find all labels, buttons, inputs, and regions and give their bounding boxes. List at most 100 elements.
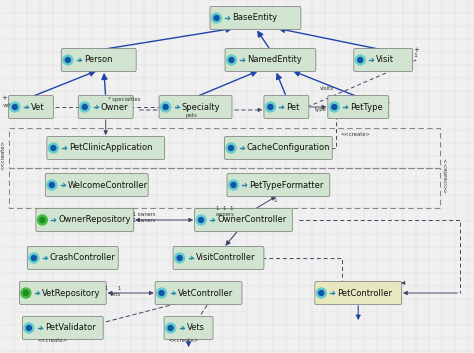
Text: +: + xyxy=(413,47,419,53)
Circle shape xyxy=(211,13,221,23)
Circle shape xyxy=(21,288,31,298)
Circle shape xyxy=(228,180,238,190)
Circle shape xyxy=(156,288,167,298)
Text: 1: 1 xyxy=(413,53,417,58)
FancyBboxPatch shape xyxy=(9,96,54,119)
Circle shape xyxy=(65,58,70,62)
FancyBboxPatch shape xyxy=(22,317,103,340)
FancyBboxPatch shape xyxy=(47,137,164,160)
Circle shape xyxy=(174,253,184,263)
Text: visits: visits xyxy=(320,85,335,90)
FancyBboxPatch shape xyxy=(46,174,148,197)
Circle shape xyxy=(316,288,326,298)
Text: CrashController: CrashController xyxy=(50,253,116,263)
Circle shape xyxy=(214,16,219,20)
Text: <<create>: <<create> xyxy=(0,140,5,170)
Circle shape xyxy=(165,323,175,333)
Text: NamedEntity: NamedEntity xyxy=(247,55,302,65)
Text: Visit: Visit xyxy=(376,55,394,65)
Text: Pet: Pet xyxy=(286,102,300,112)
Circle shape xyxy=(10,102,20,112)
Circle shape xyxy=(63,55,73,65)
Text: CacheConfiguration: CacheConfiguration xyxy=(247,144,330,152)
Circle shape xyxy=(226,143,236,153)
FancyBboxPatch shape xyxy=(227,174,330,197)
Text: Specialty: Specialty xyxy=(182,102,220,112)
Text: Person: Person xyxy=(84,55,112,65)
Circle shape xyxy=(48,143,58,153)
Circle shape xyxy=(47,180,57,190)
Circle shape xyxy=(37,215,47,225)
Text: type: type xyxy=(315,108,327,113)
Text: owners: owners xyxy=(216,213,235,217)
Text: VetRepository: VetRepository xyxy=(42,288,100,298)
FancyBboxPatch shape xyxy=(328,96,389,119)
FancyBboxPatch shape xyxy=(210,6,301,30)
FancyBboxPatch shape xyxy=(27,246,118,269)
Text: VetController: VetController xyxy=(178,288,233,298)
Text: Vet: Vet xyxy=(31,102,45,112)
Text: 1 owners: 1 owners xyxy=(133,211,155,216)
Circle shape xyxy=(319,291,324,295)
Text: +: + xyxy=(1,95,7,101)
FancyBboxPatch shape xyxy=(264,96,309,119)
Text: 1: 1 xyxy=(118,286,121,291)
FancyBboxPatch shape xyxy=(225,137,332,160)
FancyBboxPatch shape xyxy=(173,246,264,269)
Text: PetClinicApplication: PetClinicApplication xyxy=(69,144,153,152)
Text: OwnerController: OwnerController xyxy=(217,215,286,225)
Text: <<create>: <<create> xyxy=(169,337,199,342)
FancyBboxPatch shape xyxy=(155,281,242,305)
Text: VisitController: VisitController xyxy=(196,253,255,263)
Circle shape xyxy=(31,256,36,261)
Text: <<create>>: <<create>> xyxy=(443,157,448,193)
Circle shape xyxy=(159,291,164,295)
FancyBboxPatch shape xyxy=(164,317,213,340)
Circle shape xyxy=(51,145,56,150)
Circle shape xyxy=(161,102,171,112)
Circle shape xyxy=(265,102,275,112)
Text: PetValidator: PetValidator xyxy=(45,323,96,333)
Text: PetType: PetType xyxy=(350,102,383,112)
FancyBboxPatch shape xyxy=(225,48,316,72)
Circle shape xyxy=(229,58,234,62)
Text: Vets: Vets xyxy=(187,323,205,333)
Text: PetController: PetController xyxy=(337,288,392,298)
Circle shape xyxy=(332,104,337,109)
Text: *: * xyxy=(186,108,189,114)
Circle shape xyxy=(355,55,365,65)
Circle shape xyxy=(49,183,55,187)
Text: OwnerRepository: OwnerRepository xyxy=(58,215,131,225)
Circle shape xyxy=(268,104,273,109)
Circle shape xyxy=(228,145,234,150)
FancyBboxPatch shape xyxy=(78,96,133,119)
Circle shape xyxy=(199,217,203,222)
Circle shape xyxy=(29,253,39,263)
Text: 1  1  1: 1 1 1 xyxy=(216,205,233,210)
FancyBboxPatch shape xyxy=(61,48,136,72)
Circle shape xyxy=(329,102,339,112)
Text: vets: vets xyxy=(110,293,121,298)
FancyBboxPatch shape xyxy=(194,209,292,232)
Circle shape xyxy=(80,102,90,112)
Text: 1: 1 xyxy=(273,197,277,203)
FancyBboxPatch shape xyxy=(36,209,134,232)
Circle shape xyxy=(227,55,237,65)
Text: vets: vets xyxy=(3,103,15,108)
Circle shape xyxy=(163,104,168,109)
Circle shape xyxy=(82,104,87,109)
Circle shape xyxy=(196,215,206,225)
Text: Owner: Owner xyxy=(101,102,128,112)
FancyBboxPatch shape xyxy=(315,281,401,305)
Text: pets: pets xyxy=(186,114,198,119)
Circle shape xyxy=(12,104,18,109)
Circle shape xyxy=(358,58,363,62)
Circle shape xyxy=(27,325,31,330)
FancyBboxPatch shape xyxy=(354,48,413,72)
FancyBboxPatch shape xyxy=(19,281,106,305)
Text: 1: 1 xyxy=(105,286,108,291)
Circle shape xyxy=(24,323,34,333)
Circle shape xyxy=(177,256,182,261)
Text: BaseEntity: BaseEntity xyxy=(232,13,278,23)
Text: 1 owners: 1 owners xyxy=(133,219,155,223)
